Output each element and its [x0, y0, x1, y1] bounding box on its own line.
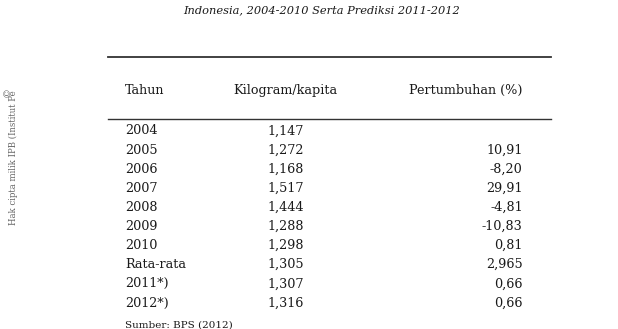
Text: 1,147: 1,147 — [268, 124, 304, 138]
Text: Tahun: Tahun — [125, 84, 164, 97]
Text: -8,20: -8,20 — [490, 163, 523, 176]
Text: 1,288: 1,288 — [268, 220, 304, 233]
Text: 1,444: 1,444 — [268, 201, 304, 214]
Text: Kilogram/kapita: Kilogram/kapita — [234, 84, 337, 97]
Text: 2007: 2007 — [125, 182, 158, 195]
Text: 1,305: 1,305 — [267, 258, 304, 271]
Text: 2008: 2008 — [125, 201, 158, 214]
Text: Indonesia, 2004-2010 Serta Prediksi 2011-2012: Indonesia, 2004-2010 Serta Prediksi 2011… — [183, 5, 460, 15]
Text: -10,83: -10,83 — [482, 220, 523, 233]
Text: Rata-rata: Rata-rata — [125, 258, 186, 271]
Text: 0,81: 0,81 — [494, 239, 523, 252]
Text: 1,298: 1,298 — [268, 239, 304, 252]
Text: 0,66: 0,66 — [494, 296, 523, 310]
Text: 1,517: 1,517 — [268, 182, 304, 195]
Text: 2,965: 2,965 — [486, 258, 523, 271]
Text: ©: © — [3, 87, 12, 97]
Text: -4,81: -4,81 — [490, 201, 523, 214]
Text: 1,272: 1,272 — [268, 143, 304, 157]
Text: Hak cipta milik IPB (Institut Pe: Hak cipta milik IPB (Institut Pe — [9, 90, 18, 225]
Text: 2012*): 2012*) — [125, 296, 169, 310]
Text: Pertumbuhan (%): Pertumbuhan (%) — [409, 84, 523, 97]
Text: 29,91: 29,91 — [486, 182, 523, 195]
Text: Sumber: BPS (2012): Sumber: BPS (2012) — [125, 320, 233, 329]
Text: 1,316: 1,316 — [268, 296, 304, 310]
Text: 2009: 2009 — [125, 220, 158, 233]
Text: 0,66: 0,66 — [494, 277, 523, 291]
Text: 2011*): 2011*) — [125, 277, 169, 291]
Text: 2010: 2010 — [125, 239, 158, 252]
Text: 1,307: 1,307 — [268, 277, 304, 291]
Text: 10,91: 10,91 — [486, 143, 523, 157]
Text: 2006: 2006 — [125, 163, 158, 176]
Text: 2004: 2004 — [125, 124, 158, 138]
Text: 1,168: 1,168 — [268, 163, 304, 176]
Text: 2005: 2005 — [125, 143, 158, 157]
